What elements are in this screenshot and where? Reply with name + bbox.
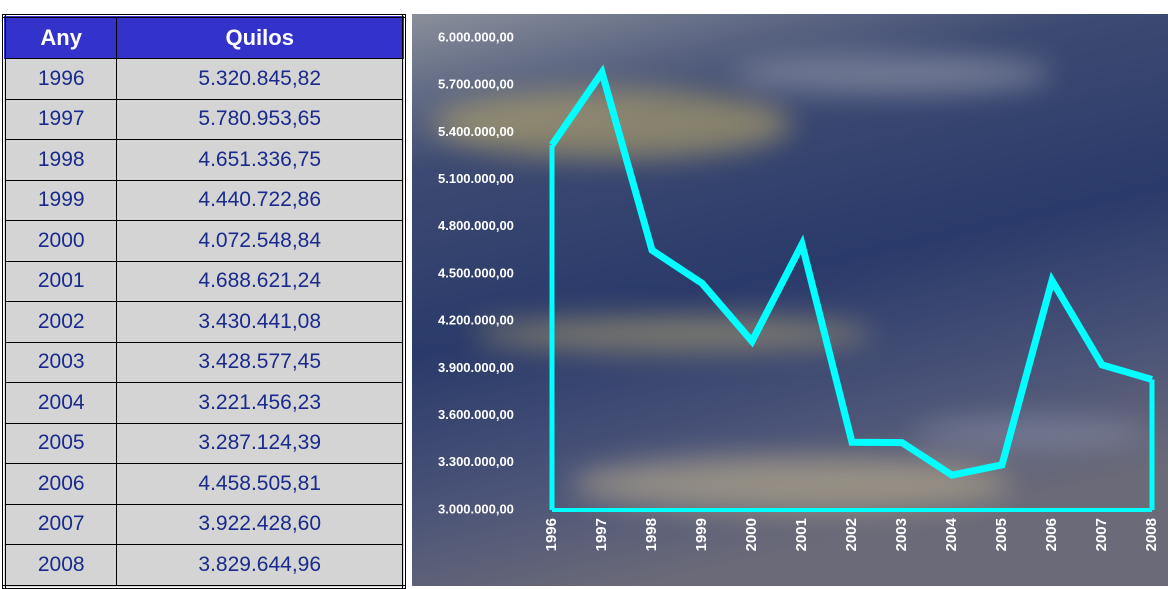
x-tick-label: 2006: [1043, 518, 1060, 551]
table-cell: 1996: [4, 59, 117, 100]
table-cell: 3.428.577,45: [117, 342, 404, 383]
table-cell: 2002: [4, 302, 117, 343]
x-tick-label: 2008: [1143, 518, 1160, 551]
y-tick-label: 3.600.000,00: [438, 407, 514, 422]
header-row: Any Quilos: [4, 16, 404, 59]
y-tick-label: 3.000.000,00: [438, 501, 514, 516]
table-cell: 3.287.124,39: [117, 423, 404, 464]
y-tick-label: 3.900.000,00: [438, 360, 514, 375]
table-cell: 2004: [4, 383, 117, 424]
header-cell: Any: [4, 16, 117, 59]
header-cell: Quilos: [117, 16, 404, 59]
y-tick-label: 4.500.000,00: [438, 265, 514, 280]
table-cell: 2000: [4, 221, 117, 262]
table-cell: 1997: [4, 99, 117, 140]
chart: 3.000.000,00 3.300.000,00 3.600.000,00 3.90…: [412, 14, 1168, 586]
x-tick-label: 2002: [843, 518, 860, 551]
x-tick-label: 2007: [1093, 518, 1110, 551]
table-cell: 5.320.845,82: [117, 59, 404, 100]
x-tick-label: 2003: [893, 518, 910, 551]
table-cell: 4.458.505,81: [117, 464, 404, 505]
table-cell: 2007: [4, 504, 117, 545]
y-tick-label: 5.700.000,00: [438, 77, 514, 92]
y-tick-label: 6.000.000,00: [438, 29, 514, 44]
x-tick-label: 2004: [943, 517, 960, 551]
table-cell: 5.780.953,65: [117, 99, 404, 140]
table-cell: 4.440.722,86: [117, 180, 404, 221]
table-cell: 3.829.644,96: [117, 545, 404, 587]
x-tick-label: 1999: [693, 518, 710, 551]
page: {"table": {"header": ["Any", "Quilos"], …: [0, 0, 1168, 586]
x-tick-label: 2000: [743, 518, 760, 551]
x-tick-label: 1997: [593, 518, 610, 551]
y-tick-label: 3.300.000,00: [438, 454, 514, 469]
table-cell: 4.072.548,84: [117, 221, 404, 262]
x-tick-label: 1996: [543, 518, 560, 551]
table-cell: 3.922.428,60: [117, 504, 404, 545]
table-cell: 1999: [4, 180, 117, 221]
table-cell: 2001: [4, 261, 117, 302]
x-tick-label: 2001: [793, 518, 810, 551]
table-cell: 2003: [4, 342, 117, 383]
table-cell: 2005: [4, 423, 117, 464]
x-tick-label: 1998: [643, 518, 660, 551]
y-tick-label: 5.400.000,00: [438, 124, 514, 139]
table-cell: 4.688.621,24: [117, 261, 404, 302]
y-tick-label: 4.200.000,00: [438, 313, 514, 328]
table-cell: 1998: [4, 140, 117, 181]
table-cell: 4.651.336,75: [117, 140, 404, 181]
y-tick-label: 4.800.000,00: [438, 218, 514, 233]
x-tick-label: 2005: [993, 518, 1010, 551]
table-cell: 3.430.441,08: [117, 302, 404, 343]
table-cell: 3.221.456,23: [117, 383, 404, 424]
table-cell: 2006: [4, 464, 117, 505]
y-tick-label: 5.100.000,00: [438, 171, 514, 186]
table-cell: 2008: [4, 545, 117, 587]
